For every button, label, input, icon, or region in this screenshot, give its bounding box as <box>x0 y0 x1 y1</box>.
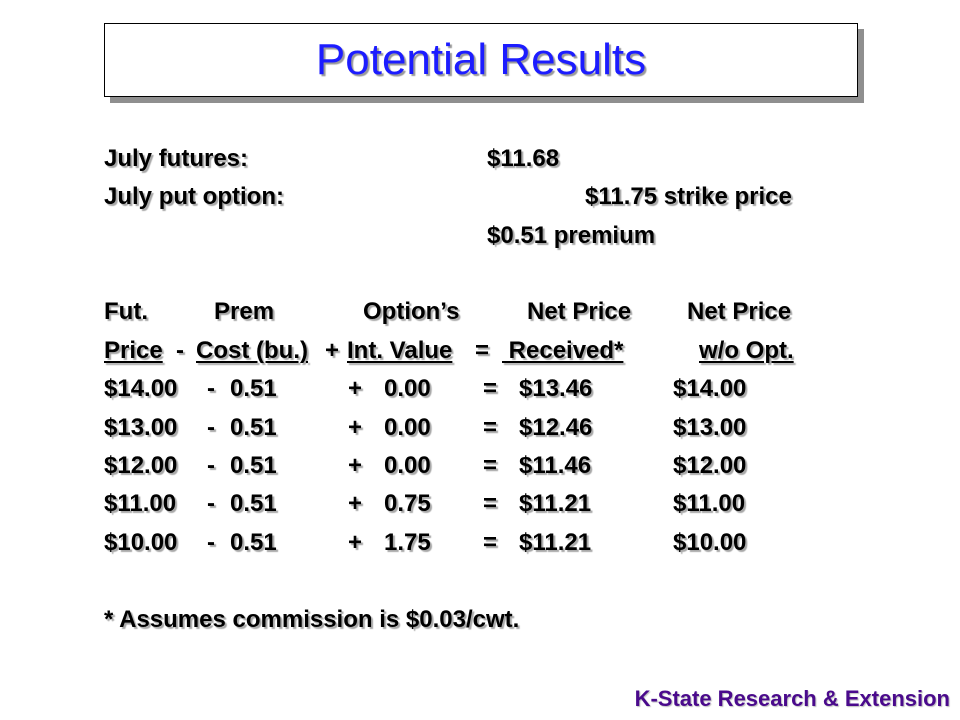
cell-equals: = <box>483 375 498 402</box>
header-received: Received* <box>502 337 624 364</box>
cell-net-price: $11.46 <box>519 452 592 479</box>
cell-plus: + <box>348 529 363 556</box>
cell-net-price: $11.21 <box>519 490 592 517</box>
cell-int-value: 0.00 <box>384 414 431 441</box>
cell-net-price-wo: $14.00 <box>673 375 747 402</box>
cell-plus: + <box>348 490 363 517</box>
cell-premium: 0.51 <box>230 490 277 517</box>
commission-note: * Assumes commission is $0.03/cwt. <box>104 606 520 633</box>
header-equals: = <box>475 337 490 364</box>
cell-net-price: $13.46 <box>519 375 593 402</box>
cell-price: $13.00 <box>104 414 178 441</box>
header-wo-opt: w/o Opt. <box>699 337 794 364</box>
header-int-value: Int. Value <box>347 337 453 364</box>
cell-net-price-wo: $13.00 <box>673 414 747 441</box>
put-strike-price: $11.75 strike price <box>585 183 792 210</box>
cell-equals: = <box>483 414 498 441</box>
put-option-label: July put option: <box>104 183 284 210</box>
header-price: Price <box>104 337 163 364</box>
cell-int-value: 0.00 <box>384 452 431 479</box>
cell-int-value: 1.75 <box>384 529 431 556</box>
header-futures: Fut. <box>104 298 148 325</box>
cell-minus: - <box>207 375 215 402</box>
cell-premium: 0.51 <box>230 529 277 556</box>
cell-equals: = <box>483 490 498 517</box>
cell-premium: 0.51 <box>230 375 277 402</box>
header-cost: Cost (bu.) <box>196 337 308 364</box>
cell-minus: - <box>207 452 215 479</box>
header-option: Option’s <box>363 298 460 325</box>
cell-net-price-wo: $10.00 <box>673 529 747 556</box>
header-plus: + <box>325 337 340 364</box>
cell-plus: + <box>348 375 363 402</box>
cell-minus: - <box>207 414 215 441</box>
cell-minus: - <box>207 490 215 517</box>
cell-minus: - <box>207 529 215 556</box>
cell-price: $14.00 <box>104 375 178 402</box>
cell-plus: + <box>348 452 363 479</box>
cell-net-price-wo: $12.00 <box>673 452 747 479</box>
futures-value: $11.68 <box>487 145 560 172</box>
cell-net-price: $11.21 <box>519 529 592 556</box>
title-box: Potential Results <box>104 23 858 97</box>
cell-net-price: $12.46 <box>519 414 593 441</box>
footer-brand: K-State Research & Extension <box>634 686 950 711</box>
cell-premium: 0.51 <box>230 414 277 441</box>
cell-equals: = <box>483 452 498 479</box>
cell-net-price-wo: $11.00 <box>673 490 746 517</box>
cell-plus: + <box>348 414 363 441</box>
cell-premium: 0.51 <box>230 452 277 479</box>
header-minus: - <box>176 337 184 364</box>
cell-price: $11.00 <box>104 490 177 517</box>
cell-equals: = <box>483 529 498 556</box>
cell-price: $10.00 <box>104 529 178 556</box>
header-premium: Prem <box>214 298 275 325</box>
header-net-price: Net Price <box>527 298 632 325</box>
header-net-price-wo: Net Price <box>687 298 792 325</box>
cell-price: $12.00 <box>104 452 178 479</box>
put-premium: $0.51 premium <box>487 222 656 249</box>
page-title: Potential Results <box>315 35 647 84</box>
cell-int-value: 0.75 <box>384 490 431 517</box>
futures-label: July futures: <box>104 145 249 172</box>
cell-int-value: 0.00 <box>384 375 431 402</box>
